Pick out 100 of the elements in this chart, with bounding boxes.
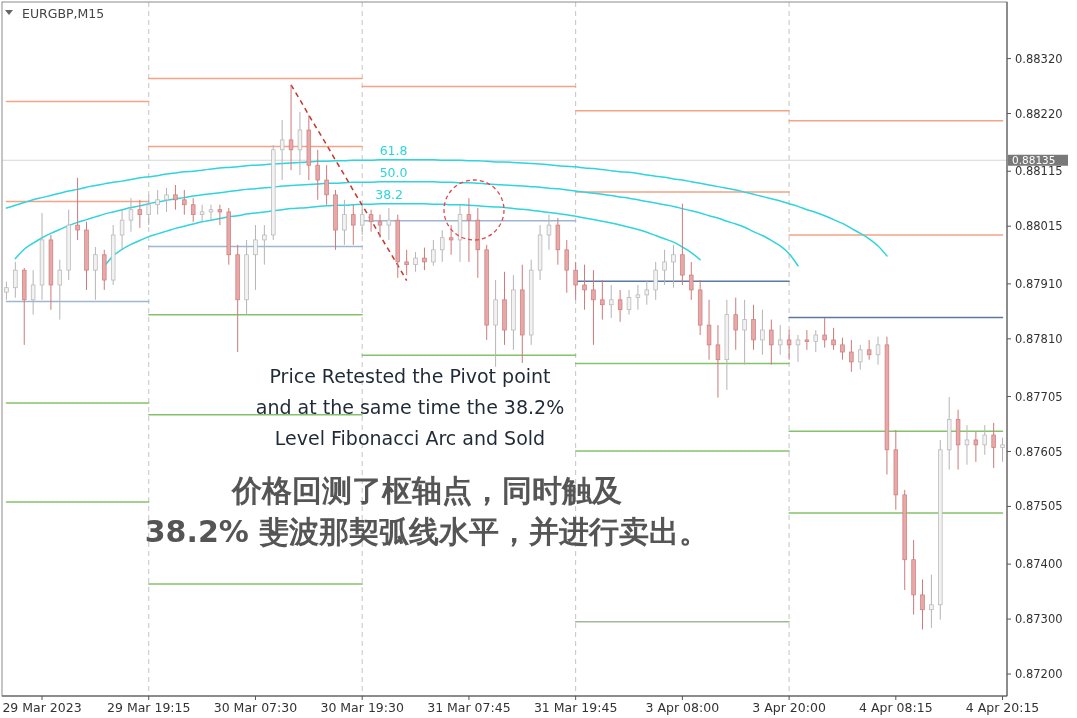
chart-title: EURGBP,M15 <box>22 6 105 22</box>
x-tick-label: 29 Mar 19:15 <box>107 700 191 716</box>
candlestick <box>93 246 98 301</box>
candlestick <box>164 187 169 213</box>
candlestick <box>368 209 374 233</box>
x-tick-label: 29 Mar 2023 <box>2 700 82 716</box>
candlestick <box>671 244 676 289</box>
candlestick <box>119 209 125 251</box>
candlestick <box>75 177 80 241</box>
candlestick <box>422 247 427 271</box>
candlestick <box>386 207 392 241</box>
candlestick <box>831 327 836 351</box>
candlestick <box>440 229 445 263</box>
candlestick <box>208 204 214 221</box>
candlestick <box>191 197 196 223</box>
candlestick <box>173 184 178 211</box>
candlestick <box>689 261 694 301</box>
candlestick <box>30 269 36 316</box>
candlestick <box>662 249 667 286</box>
candlestick <box>582 264 587 311</box>
candlestick <box>13 261 18 299</box>
candlestick <box>644 279 650 306</box>
candlestick <box>448 224 454 256</box>
candlestick <box>413 251 418 273</box>
candlestick <box>777 324 783 356</box>
candlestick <box>182 189 187 216</box>
candlestick <box>279 119 285 181</box>
candlestick <box>564 239 569 294</box>
line-series <box>14 180 799 267</box>
candlestick <box>982 424 987 456</box>
candlestick <box>466 197 472 263</box>
candlestick <box>795 334 801 363</box>
candlestick <box>653 261 658 301</box>
candlestick <box>706 299 712 361</box>
candlestick <box>288 84 294 171</box>
candlestick <box>217 204 223 226</box>
x-tick-label: 30 Mar 07:30 <box>213 700 298 716</box>
candlestick <box>626 289 632 316</box>
series-label: 50.0 <box>379 165 408 181</box>
candlestick <box>57 259 63 321</box>
candlestick <box>359 204 365 236</box>
y-tick-label: 0.87200 <box>1015 667 1063 682</box>
y-tick-label: 0.88015 <box>1015 219 1063 234</box>
candlestick <box>920 579 925 631</box>
candlestick <box>804 329 810 351</box>
y-tick-label: 0.88320 <box>1015 51 1063 66</box>
y-tick-label: 0.88220 <box>1015 106 1063 121</box>
candlestick <box>146 194 151 226</box>
y-tick-label: 0.87505 <box>1015 499 1063 514</box>
candlestick <box>822 317 827 349</box>
candlestick <box>929 574 934 629</box>
x-tick-label: 30 Mar 19:30 <box>320 700 404 716</box>
y-tick-label: 0.87810 <box>1015 331 1063 346</box>
candlestick <box>973 431 979 463</box>
line-series <box>5 158 888 257</box>
candlestick <box>342 199 347 246</box>
annotation: 价格回测了枢轴点，同时触及 38.2% 斐波那契弧线水平，并进行卖出。 <box>144 472 710 549</box>
candlestick <box>609 284 614 319</box>
candlestick <box>964 424 970 466</box>
x-tick-label: 4 Apr 20:15 <box>965 700 1040 716</box>
candlestick <box>849 339 854 373</box>
candlestick <box>813 329 818 353</box>
line-series <box>290 84 408 282</box>
candlestick <box>751 304 756 351</box>
candlestick <box>573 261 578 301</box>
candlestick <box>199 204 205 223</box>
x-tick-label: 4 Apr 08:15 <box>859 700 933 716</box>
y-tick-label: 0.87605 <box>1015 444 1063 459</box>
candlestick <box>1000 437 1005 463</box>
annotation: Price Retested the Pivot point and at the same time the 38.2% Level Fibonacci Arc and Sold <box>255 364 565 449</box>
candlestick <box>742 299 747 366</box>
candlestick <box>875 336 881 366</box>
candlestick <box>840 337 845 361</box>
candlestick <box>297 111 303 176</box>
ref-line-label: 0.88135 <box>1012 153 1056 166</box>
candlestick <box>351 204 356 246</box>
candlestick <box>4 281 9 301</box>
candlestick <box>858 344 863 371</box>
candlestick <box>128 197 134 233</box>
y-tick-label: 0.88115 <box>1015 164 1063 179</box>
candlestick <box>546 214 552 251</box>
candlestick <box>155 189 160 216</box>
candlestick <box>324 164 329 206</box>
x-tick-label: 3 Apr 08:00 <box>645 700 720 716</box>
candlestick <box>262 224 267 266</box>
candlestick <box>769 319 774 366</box>
x-tick-label: 3 Apr 20:00 <box>752 700 826 716</box>
candlestick <box>786 329 792 361</box>
candlestick <box>715 324 721 399</box>
candlestick <box>253 224 258 291</box>
candlestick <box>377 214 383 239</box>
candlestick <box>760 309 765 356</box>
candlestick <box>733 297 738 351</box>
candlestick <box>600 279 605 321</box>
y-tick-label: 0.87910 <box>1015 276 1063 291</box>
candlestick <box>680 203 685 286</box>
candlestick <box>404 249 409 276</box>
y-tick-label: 0.87400 <box>1015 557 1063 572</box>
y-tick-label: 0.87705 <box>1015 389 1063 404</box>
y-tick-label: 0.87300 <box>1015 612 1063 627</box>
